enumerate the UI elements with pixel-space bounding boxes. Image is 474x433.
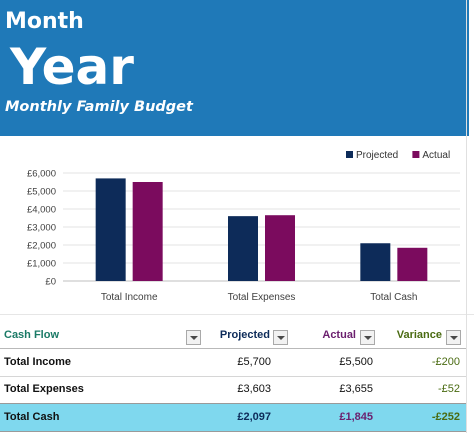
- header-cell-actual: Actual: [290, 321, 356, 348]
- row-label: Total Cash: [4, 411, 60, 423]
- variance-header: Variance: [396, 329, 442, 341]
- bar-actual: [132, 182, 163, 281]
- bar-actual: [265, 215, 295, 281]
- actual-value: £1,845: [339, 411, 373, 423]
- sheet-edge-line: [466, 0, 467, 433]
- variance-filter-dropdown-icon[interactable]: [446, 330, 461, 345]
- y-tick-label: £6,000: [27, 169, 56, 180]
- actual-value: £5,500: [339, 356, 373, 368]
- x-category-label: Total Expenses: [228, 292, 296, 303]
- y-tick-label: £3,000: [27, 223, 56, 234]
- variance-value: -£52: [437, 383, 460, 395]
- y-tick-label: £5,000: [27, 187, 56, 198]
- variance-value: -£252: [431, 411, 460, 423]
- budget-chart[interactable]: £0 £1,000 £2,000 £3,000 £4,000 £5,000 £6,000 To…: [0, 139, 469, 309]
- total-row[interactable]: Total Cash £2,097 £1,845 -£252: [0, 403, 466, 432]
- table-row[interactable]: Total Income £5,700 £5,500 -£200: [0, 349, 466, 377]
- y-tick-label: £0: [45, 277, 56, 288]
- header-banner: Month Year Monthly Family Budget: [0, 0, 469, 136]
- y-tick-label: £4,000: [27, 205, 56, 216]
- month-title[interactable]: Month: [5, 9, 84, 34]
- y-tick-label: £2,000: [27, 241, 56, 252]
- table-row[interactable]: Total Expenses £3,603 £3,655 -£52: [0, 376, 466, 404]
- projected-value: £2,097: [237, 411, 271, 423]
- section-divider: [0, 314, 474, 315]
- projected-value: £5,700: [237, 356, 271, 368]
- legend-label: Projected: [356, 150, 398, 161]
- variance-value: -£200: [431, 356, 460, 368]
- actual-header: Actual: [322, 329, 356, 341]
- projected-value: £3,603: [237, 383, 271, 395]
- cash-flow-filter-dropdown-icon[interactable]: [186, 330, 201, 345]
- bar-projected: [360, 243, 391, 281]
- x-category-label: Total Cash: [370, 292, 417, 303]
- table-header-row: Cash Flow Projected Actual Variance: [0, 321, 466, 349]
- row-label: Total Income: [4, 356, 72, 368]
- bar-projected: [95, 178, 126, 281]
- projected-filter-dropdown-icon[interactable]: [273, 330, 288, 345]
- legend-swatch: [346, 151, 353, 158]
- row-label: Total Expenses: [4, 383, 84, 395]
- cash-flow-header: Cash Flow: [4, 329, 60, 341]
- actual-filter-dropdown-icon[interactable]: [360, 330, 375, 345]
- year-title[interactable]: Year: [10, 38, 134, 96]
- header-cell-variance: Variance: [376, 321, 442, 348]
- header-cell-cash-flow: Cash Flow: [4, 321, 184, 348]
- legend-label: Actual: [422, 150, 450, 161]
- legend-swatch: [412, 151, 420, 158]
- y-tick-label: £1,000: [27, 259, 56, 270]
- bar-projected: [228, 216, 258, 281]
- actual-value: £3,655: [339, 383, 373, 395]
- x-category-label: Total Income: [101, 292, 158, 303]
- budget-chart-svg: £0 £1,000 £2,000 £3,000 £4,000 £5,000 £6,000 To…: [27, 150, 460, 303]
- budget-subtitle: Monthly Family Budget: [5, 99, 193, 115]
- header-cell-projected: Projected: [204, 321, 270, 348]
- bar-actual: [397, 247, 428, 281]
- projected-header: Projected: [219, 329, 270, 341]
